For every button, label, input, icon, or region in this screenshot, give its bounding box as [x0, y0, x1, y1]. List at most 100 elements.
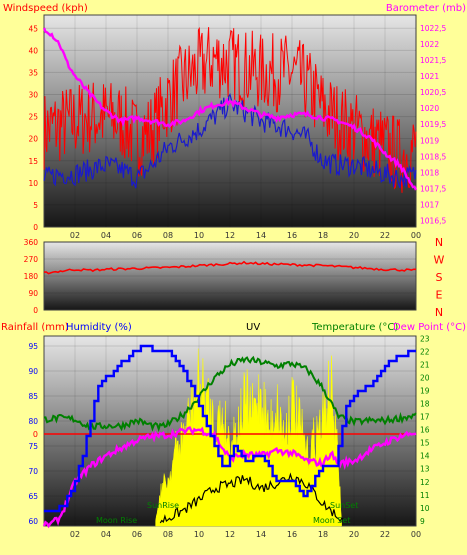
barometer-tick-label: 1019	[420, 136, 439, 145]
bottom-series	[42, 344, 417, 529]
hour-tick-label: 06	[132, 231, 142, 240]
barometer-line	[42, 27, 418, 191]
temperature-tick-label: 14	[420, 452, 430, 461]
hour-tick-label: 18	[318, 530, 328, 539]
wind-average-line	[43, 92, 417, 189]
temperature-tick-label: 17	[420, 413, 430, 422]
hour-tick-label: 10	[194, 530, 204, 539]
windspeed-tick-label: 15	[28, 157, 38, 166]
moonrise-label: Moon Rise	[96, 516, 137, 525]
temperature-tick-label: 15	[420, 439, 430, 448]
barometer-tick-label: 1019,5	[420, 120, 446, 129]
barometer-tick-label: 1017	[420, 201, 439, 210]
top-plot-area	[43, 14, 417, 228]
temperature-tick-label: 20	[420, 374, 430, 383]
hour-tick-label: 06	[132, 530, 142, 539]
barometer-ticks: 1016,5 1017 1017,5 1018 1018,5 1019 1019,5 1020…	[420, 24, 446, 226]
humidity-axis-title: Humidity (%)	[66, 322, 132, 333]
hour-tick-label: 20	[349, 231, 359, 240]
hour-tick-label: 12	[225, 231, 235, 240]
temperature-tick-label: 13	[420, 465, 430, 474]
temperature-tick-label: 19	[420, 387, 430, 396]
rain-zero-tick: 0	[33, 430, 38, 439]
hour-tick-label: 04	[101, 231, 111, 240]
direction-tick-label: 360	[24, 238, 39, 247]
temperature-tick-label: 23	[420, 335, 430, 344]
humidity-tick-label: 75	[28, 442, 38, 451]
direction-tick-label: 270	[24, 255, 39, 264]
humidity-tick-label: 90	[28, 367, 38, 376]
barometer-tick-label: 1020	[420, 104, 439, 113]
hour-tick-label: 00	[411, 530, 421, 539]
humidity-line	[44, 344, 416, 513]
windspeed-tick-label: 10	[28, 179, 38, 188]
temperature-line	[44, 355, 417, 433]
hour-tick-label: 18	[318, 231, 328, 240]
windspeed-tick-label: 45	[28, 24, 38, 33]
hour-tick-label: 16	[287, 231, 297, 240]
hour-tick-label: 20	[349, 530, 359, 539]
sunset-label: SunSet	[330, 501, 358, 510]
hour-tick-label: 14	[256, 530, 266, 539]
hour-tick-label: 08	[163, 231, 173, 240]
temperature-tick-label: 12	[420, 478, 430, 487]
windspeed-tick-label: 5	[33, 201, 38, 210]
windspeed-tick-label: 0	[33, 223, 38, 232]
humidity-tick-label: 70	[28, 467, 38, 476]
barometer-tick-label: 1016,5	[420, 217, 446, 226]
temperature-tick-label: 18	[420, 400, 430, 409]
barometer-tick-label: 1022,5	[420, 24, 446, 33]
sunrise-label: SunRise	[147, 501, 179, 510]
windspeed-tick-label: 25	[28, 113, 38, 122]
windspeed-axis-title: Windspeed (kph)	[3, 3, 88, 14]
compass-letter: W	[434, 254, 445, 267]
top-panel: Windspeed (kph) Barometer (mb) 0 5 10 15 20 2…	[3, 3, 466, 240]
humidity-tick-label: 65	[28, 492, 38, 501]
compass-letter: S	[436, 271, 443, 284]
humidity-tick-label: 80	[28, 417, 38, 426]
direction-series	[43, 260, 416, 275]
temperature-tick-label: 9	[420, 517, 425, 526]
hour-tick-label: 10	[194, 231, 204, 240]
direction-tick-label: 90	[28, 289, 38, 298]
direction-degree-ticks: 0 90 180 270 360	[24, 238, 416, 315]
direction-plot-area	[43, 241, 417, 311]
compass-letter: N	[435, 306, 443, 319]
hour-tick-label: 16	[287, 530, 297, 539]
compass-letter: E	[436, 289, 443, 302]
barometer-tick-label: 1018,5	[420, 152, 446, 161]
temperature-tick-label: 21	[420, 361, 430, 370]
hour-tick-label: 04	[101, 530, 111, 539]
hour-tick-label: 22	[380, 231, 390, 240]
windspeed-tick-label: 30	[28, 91, 38, 100]
hour-tick-label: 12	[225, 530, 235, 539]
wind-gust-line	[43, 26, 417, 193]
humidity-tick-label: 85	[28, 392, 38, 401]
barometer-tick-label: 1020,5	[420, 88, 446, 97]
temperature-tick-label: 22	[420, 348, 430, 357]
humidity-tick-label: 95	[28, 342, 38, 351]
rainfall-axis-title: Rainfall (mm)	[1, 322, 69, 333]
hour-tick-label: 02	[70, 231, 80, 240]
hour-tick-label: 22	[380, 530, 390, 539]
humidity-tick-label: 60	[28, 517, 38, 526]
barometer-tick-label: 1017,5	[420, 184, 446, 193]
moonset-label: Moon Set	[313, 516, 350, 525]
temperature-tick-label: 16	[420, 426, 430, 435]
temperature-axis-title: Temperature (°C)	[311, 322, 398, 333]
windspeed-tick-label: 40	[28, 46, 38, 55]
bottom-panel: Rainfall (mm) Humidity (%) UV Temperatur…	[1, 322, 466, 539]
direction-tick-label: 0	[33, 306, 38, 315]
hour-tick-label: 02	[70, 530, 80, 539]
windspeed-tick-label: 35	[28, 68, 38, 77]
temperature-tick-label: 10	[420, 504, 430, 513]
temperature-ticks: 9 10 11 12 13 14 15 16 17 18 19 20 21 22 23	[420, 335, 430, 526]
barometer-tick-label: 1022	[420, 40, 439, 49]
barometer-tick-label: 1021,5	[420, 56, 446, 65]
hour-tick-label: 00	[411, 231, 421, 240]
temperature-tick-label: 11	[420, 491, 430, 500]
wind-direction-line	[43, 260, 416, 275]
